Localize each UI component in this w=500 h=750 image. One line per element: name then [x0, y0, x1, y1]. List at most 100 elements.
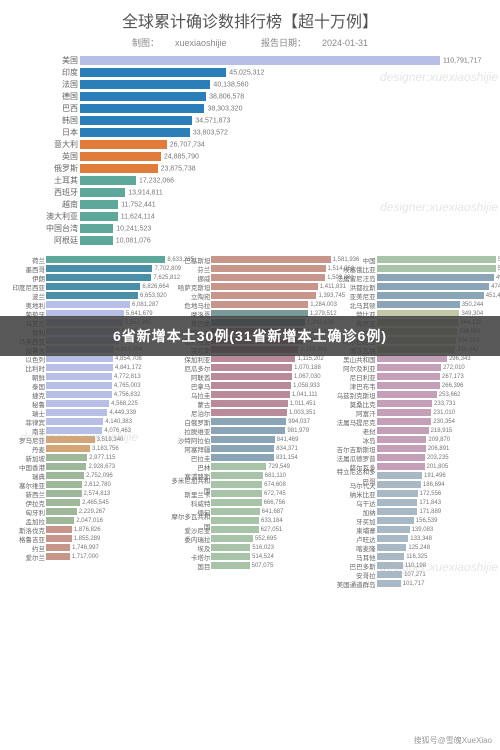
- small-bar-value: 296,343: [449, 356, 471, 362]
- bar-value: 13,914,811: [128, 189, 163, 196]
- small-bar-value: 2,612,780: [84, 482, 111, 488]
- bar-track: 45,025,312: [80, 68, 440, 77]
- bar-track: 13,914,811: [80, 188, 440, 197]
- bar-row: 西班牙 13,914,811: [40, 187, 440, 198]
- bar: 38,303,320: [80, 104, 204, 113]
- small-bar-value: 116,325: [406, 554, 427, 560]
- small-bar-value: 641,687: [262, 509, 284, 515]
- small-bar-track: 206,891: [377, 445, 496, 452]
- bar-label: 澳大利亚: [40, 211, 80, 222]
- small-bar-value: 8,633,235: [167, 257, 194, 263]
- bar: 110,791,717: [80, 56, 440, 65]
- small-bar-value: 672,745: [264, 491, 286, 497]
- small-bar: [377, 391, 437, 398]
- bar: 13,914,811: [80, 188, 125, 197]
- small-bar: [211, 481, 262, 488]
- small-bar: [211, 265, 325, 272]
- small-bar: [211, 544, 250, 551]
- small-bar-track: 4,076,463: [46, 427, 165, 434]
- main-bar-chart: 美国 110,791,717 印度 45,025,312 法国 40,138,5…: [0, 51, 500, 251]
- bar: 10,081,076: [80, 236, 113, 245]
- bar-value: 11,624,114: [121, 213, 155, 220]
- bar-label: 越南: [40, 199, 80, 210]
- small-bar-value: 4,449,339: [109, 410, 136, 416]
- small-bar-track: 267,173: [377, 373, 496, 380]
- bar-track: 33,803,572: [80, 128, 440, 137]
- small-bar-value: 1,070,188: [294, 365, 321, 371]
- small-bar-value: 4,841,172: [115, 365, 142, 371]
- small-bar-value: 272,010: [443, 365, 465, 371]
- small-bar-track: 101,717: [377, 580, 496, 587]
- small-bar-track: 1,393,745: [211, 292, 330, 299]
- small-bar-track: 501,117: [377, 265, 496, 272]
- bar-track: 38,303,320: [80, 104, 440, 113]
- small-bar: [211, 418, 286, 425]
- small-bar-track: 218,915: [377, 427, 496, 434]
- small-bar-track: 666,756: [211, 499, 330, 506]
- small-bar-value: 1,717,000: [72, 554, 99, 560]
- small-bar-track: 266,396: [377, 382, 496, 389]
- small-bar-value: 4,765,003: [114, 383, 141, 389]
- small-bar-value: 230,354: [433, 419, 455, 425]
- small-bar: [377, 517, 414, 524]
- small-bar: [46, 454, 87, 461]
- bar-row: 德国 38,806,578: [40, 91, 440, 102]
- small-bar-track: 171,843: [377, 499, 496, 506]
- small-bar: [211, 472, 262, 479]
- small-bar: [211, 508, 259, 515]
- small-bar-value: 201,805: [427, 464, 449, 470]
- small-bar-value: 516,023: [252, 545, 274, 551]
- small-bar-track: 633,184: [211, 517, 330, 524]
- small-bar-track: 350,244: [377, 301, 496, 308]
- small-bar-value: 110,198: [405, 563, 426, 569]
- small-bar-track: 2,465,545: [46, 499, 165, 506]
- bar-value: 17,232,066: [139, 177, 174, 184]
- small-bar: [377, 400, 432, 407]
- small-bar: [46, 553, 70, 560]
- small-bar-value: 994,037: [288, 419, 310, 425]
- bar-label: 英国: [40, 151, 80, 162]
- small-bar-track: 1,011,451: [211, 400, 330, 407]
- small-bar: [377, 382, 440, 389]
- bar-track: 34,571,873: [80, 116, 440, 125]
- small-bar-row: 爱尔兰 1,717,000: [4, 552, 165, 561]
- small-bar-track: 474,590: [377, 283, 496, 290]
- small-bar: [46, 517, 74, 524]
- small-bar-track: 2,574,813: [46, 490, 165, 497]
- small-bar: [46, 400, 109, 407]
- bar-label: 德国: [40, 91, 80, 102]
- bar: 38,806,578: [80, 92, 206, 101]
- small-bar-value: 674,608: [264, 482, 286, 488]
- small-bar: [377, 445, 426, 452]
- small-bar-track: 831,154: [211, 454, 330, 461]
- small-bar: [211, 454, 274, 461]
- small-bar-track: 253,662: [377, 391, 496, 398]
- small-bar-value: 4,140,383: [105, 419, 132, 425]
- bar: 45,025,312: [80, 68, 226, 77]
- small-bar-value: 233,731: [434, 401, 456, 407]
- small-bar: [211, 535, 253, 542]
- small-bar-track: 156,539: [377, 517, 496, 524]
- bar-row: 土耳其 17,232,066: [40, 175, 440, 186]
- bar-track: 26,707,734: [80, 140, 440, 149]
- small-bar-value: 101,717: [403, 581, 425, 587]
- small-bar-value: 3,519,340: [97, 437, 124, 443]
- small-bar-track: 7,625,812: [46, 274, 165, 281]
- small-bar-value: 981,979: [287, 428, 309, 434]
- bar-row: 韩国 34,571,873: [40, 115, 440, 126]
- small-bar-value: 6,653,920: [140, 293, 167, 299]
- small-bar: [46, 490, 82, 497]
- small-bar-track: 133,348: [377, 535, 496, 542]
- small-bar-track: 994,037: [211, 418, 330, 425]
- small-bar-track: 1,514,362: [211, 265, 330, 272]
- small-bar: [46, 409, 107, 416]
- small-bar: [211, 409, 287, 416]
- small-bar-value: 474,590: [491, 284, 500, 290]
- bar-track: 110,791,717: [80, 56, 440, 65]
- small-bar: [377, 553, 405, 560]
- small-bar-track: 231,010: [377, 409, 496, 416]
- small-bar: [211, 562, 249, 569]
- small-bar: [46, 274, 151, 281]
- bar-label: 俄罗斯: [40, 163, 80, 174]
- bar-row: 俄罗斯 23,875,738: [40, 163, 440, 174]
